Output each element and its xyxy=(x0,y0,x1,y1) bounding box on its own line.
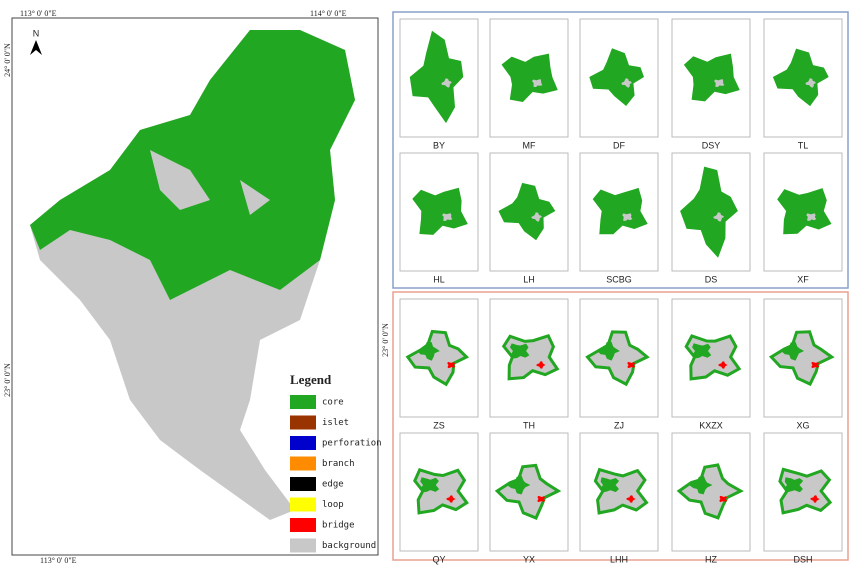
thumb-label: DSY xyxy=(702,140,721,150)
thumb-gap xyxy=(531,212,542,222)
thumb-patch xyxy=(501,53,558,102)
coord-label: 113° 0' 0"E xyxy=(40,556,77,565)
thumb-label: ZS xyxy=(433,420,445,430)
legend-label: loop xyxy=(322,500,344,510)
thumb-label: ZJ xyxy=(614,420,624,430)
thumb-label: SCBG xyxy=(606,274,632,284)
thumb-patch xyxy=(405,329,470,387)
map-gaps xyxy=(70,150,270,270)
thumb-edge xyxy=(536,361,546,369)
thumb-gap xyxy=(622,213,633,221)
legend-label: background xyxy=(322,541,376,551)
thumb-label: TH xyxy=(523,420,535,430)
thumb-gap xyxy=(441,78,452,88)
thumb-patch xyxy=(680,166,738,258)
thumb-edge xyxy=(446,495,456,503)
map-frame xyxy=(11,17,379,556)
thumb-gap xyxy=(714,79,725,87)
thumb-label: HL xyxy=(433,274,445,284)
legend-swatch xyxy=(290,456,316,471)
thumb-frame xyxy=(763,152,843,272)
thumb-patch xyxy=(772,48,829,107)
thumb-label: YX xyxy=(523,554,535,564)
thumb-gap xyxy=(621,78,632,88)
thumb-gap xyxy=(713,212,725,222)
thumb-patch xyxy=(683,53,740,102)
thumb-edge xyxy=(626,495,636,503)
legend-swatch xyxy=(290,436,316,450)
thumb-patch xyxy=(412,187,468,235)
legend-swatch xyxy=(290,518,316,532)
coord-label: 24° 0' 0"N xyxy=(3,43,12,77)
legend-label: perforation xyxy=(322,439,382,449)
legend: core islet perforation branch edge loop bridge… xyxy=(290,395,382,553)
thumb-label: XF xyxy=(797,274,809,284)
legend-swatch xyxy=(290,395,316,409)
legend-label: bridge xyxy=(322,521,355,531)
thumb-core xyxy=(784,477,804,493)
thumb-label: DF xyxy=(613,140,625,150)
thumb-edge xyxy=(811,361,820,369)
thumb-patch xyxy=(494,463,562,520)
thumb-gap xyxy=(805,78,816,88)
thumb-label: HZ xyxy=(705,554,717,564)
legend-label: edge xyxy=(322,480,344,490)
thumb-core xyxy=(420,477,440,493)
thumb-label: TL xyxy=(798,140,809,150)
legend-swatch xyxy=(290,415,316,430)
legend-swatch xyxy=(290,477,316,491)
thumb-patch xyxy=(676,463,744,520)
thumb-label: DSH xyxy=(793,554,812,564)
legend-label: islet xyxy=(322,418,349,428)
thumb-label: DS xyxy=(705,274,718,284)
thumb-label: BY xyxy=(433,140,445,150)
map-core xyxy=(30,30,355,300)
legend-title: Legend xyxy=(290,372,332,387)
thumb-edge xyxy=(810,495,820,503)
thumb-core xyxy=(692,343,712,359)
thumb-core xyxy=(600,477,620,493)
thumb-core xyxy=(507,475,531,495)
thumb-label: XG xyxy=(796,420,809,430)
north-label: N xyxy=(33,28,40,38)
thumb-label: LHH xyxy=(610,554,628,564)
thumb-patch xyxy=(592,187,648,235)
thumb-patch xyxy=(498,182,556,241)
thumb-core xyxy=(781,341,805,361)
thumb-patch xyxy=(585,330,650,387)
thumb-patch xyxy=(768,330,835,387)
thumb-label: LH xyxy=(523,274,535,284)
thumb-core xyxy=(689,475,713,495)
panels: BY MF DF DSY TL HL LH SCBG DS XF ZS TH ZJ KXZX XG QY YX L… xyxy=(392,11,849,564)
thumb-core xyxy=(597,341,620,361)
thumb-core xyxy=(417,342,440,361)
thumb-edge xyxy=(719,495,728,503)
legend-label: branch xyxy=(322,459,355,469)
coord-label: 23° 0' 0"N xyxy=(3,363,12,397)
thumb-core xyxy=(509,343,530,359)
thumb-label: MF xyxy=(523,140,536,150)
legend-swatch xyxy=(290,538,316,553)
thumb-patch xyxy=(777,188,832,235)
coord-label: 114° 0' 0"E xyxy=(310,9,347,18)
thumb-edge xyxy=(718,361,728,369)
thumb-edge xyxy=(447,361,456,369)
thumb-label: QY xyxy=(432,554,445,564)
thumb-edge xyxy=(627,361,636,369)
north-arrow xyxy=(30,40,42,55)
legend-swatch xyxy=(290,497,316,512)
legend-label: core xyxy=(322,398,344,408)
thumb-gap xyxy=(442,213,453,221)
thumb-patch xyxy=(589,48,644,106)
thumb-patch xyxy=(409,30,464,124)
panel-frame xyxy=(392,291,849,561)
coord-label: 23° 0' 0"N xyxy=(381,323,390,357)
coord-label: 113° 0' 0"E xyxy=(20,9,57,18)
thumb-gap xyxy=(531,79,543,88)
thumb-label: KXZX xyxy=(699,420,723,430)
panel-frame xyxy=(392,11,849,289)
thumb-gap xyxy=(806,213,817,221)
thumb-edge xyxy=(537,495,546,503)
